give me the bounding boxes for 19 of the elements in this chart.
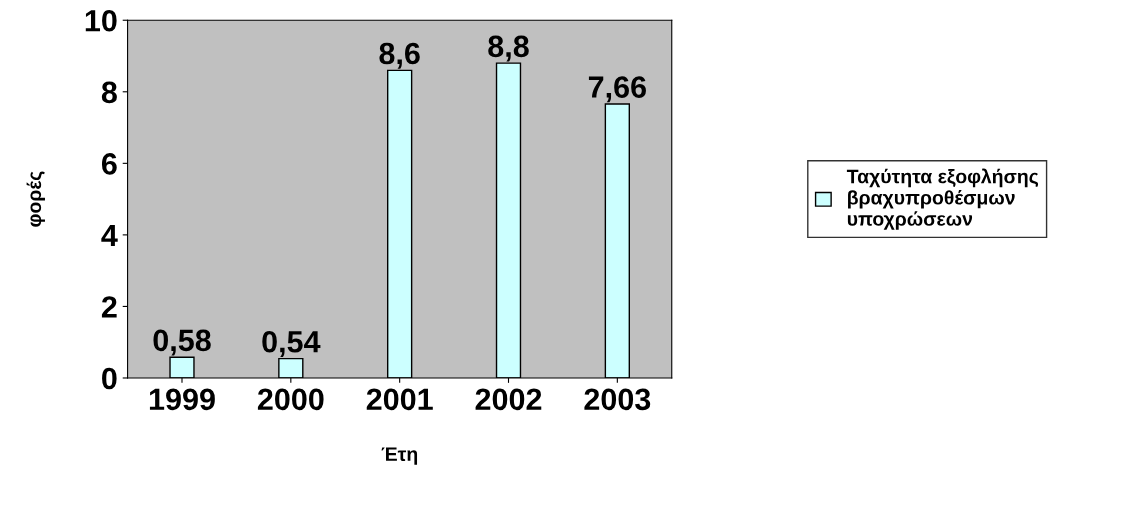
y-tick-label: 10 [85, 9, 117, 32]
y-tick-label: 4 [101, 224, 118, 246]
y-tick-label: 2 [101, 296, 117, 318]
legend-label: Ταχύτητα εξοφλήσης βραχυπροθέσμων υποχρώσεων [846, 168, 1039, 230]
data-label: 0,54 [262, 330, 321, 358]
x-tick-label: 2000 [257, 388, 324, 411]
data-label: 8,8 [488, 35, 529, 62]
data-label: 8,6 [379, 42, 420, 69]
data-label: 0,58 [153, 329, 211, 356]
x-tick-label: 2002 [475, 388, 542, 411]
y-tick-label: 0 [102, 367, 117, 390]
x-tick-label: 2001 [366, 388, 433, 411]
data-label: 7,66 [588, 76, 646, 103]
y-axis-title: φορές [26, 171, 45, 227]
x-tick-label: 2003 [584, 388, 651, 411]
x-tick-label: 1999 [149, 388, 215, 411]
x-axis-title: Έτη [381, 447, 418, 465]
y-tick-label: 6 [101, 153, 117, 175]
y-tick-label: 8 [101, 81, 117, 104]
